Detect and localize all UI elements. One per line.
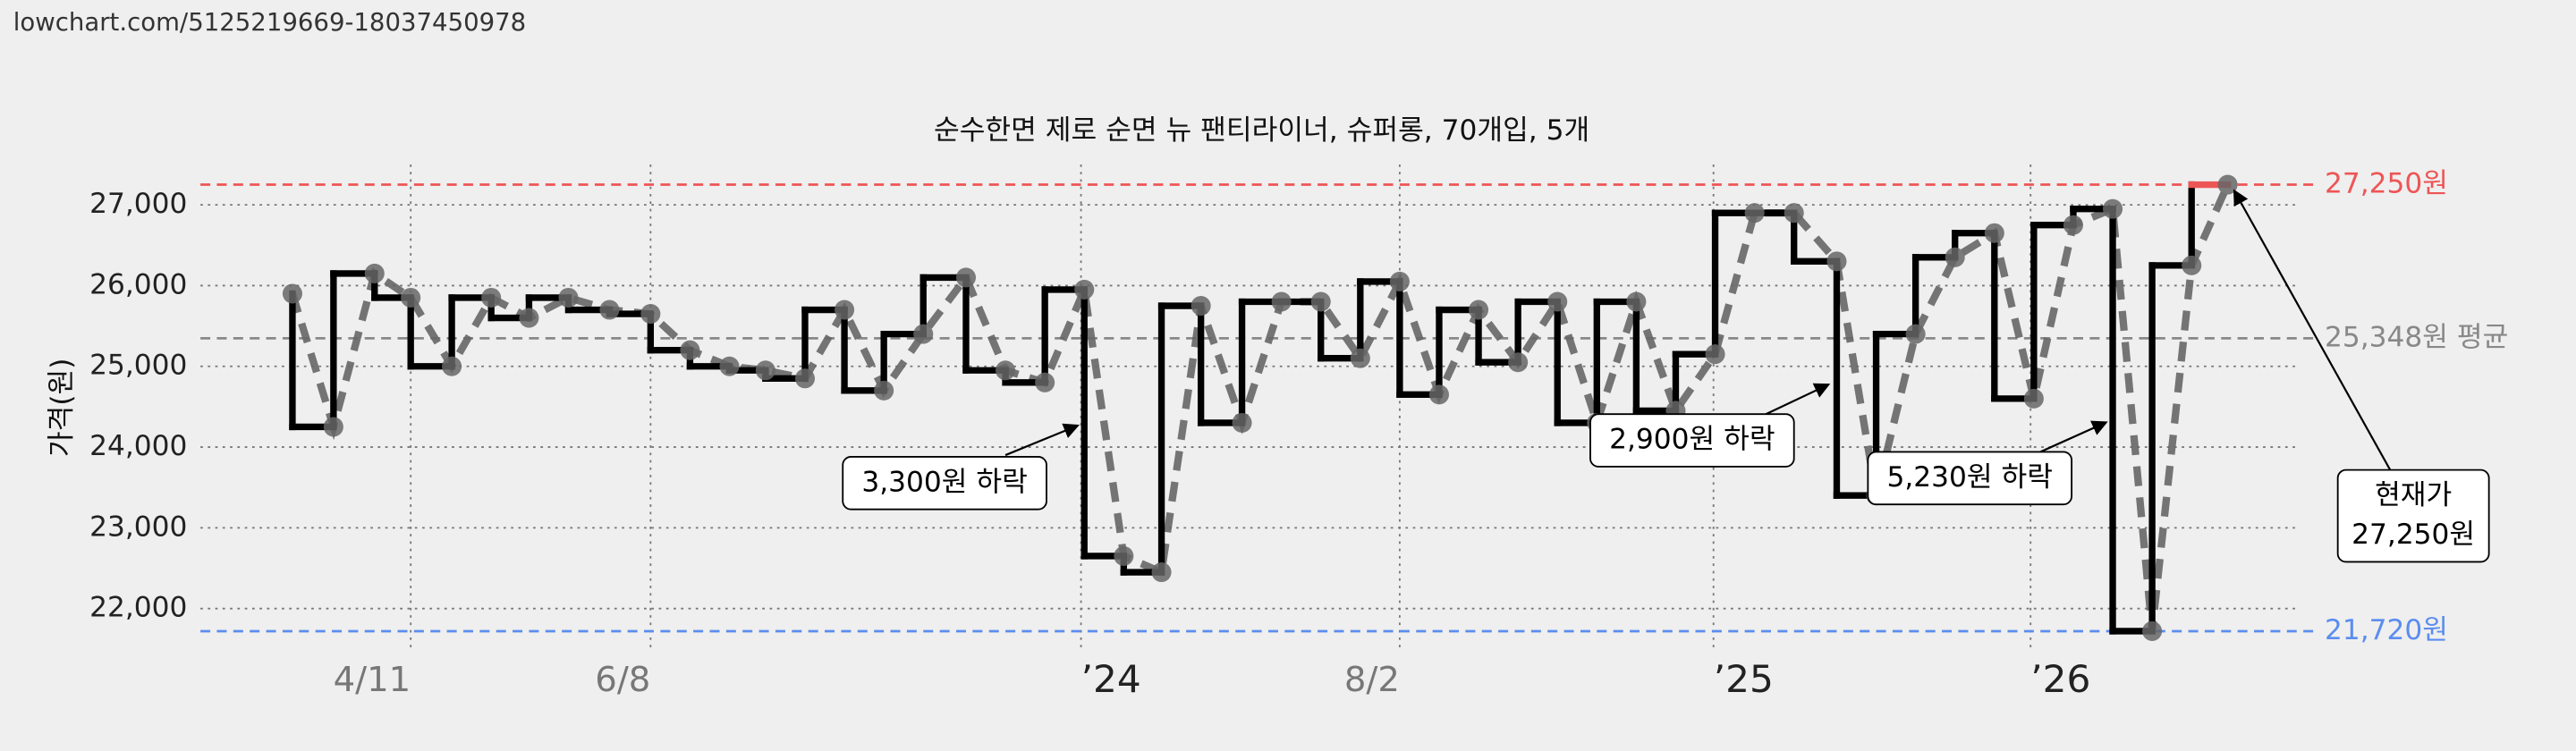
annotation-arrow	[2039, 420, 2108, 453]
point	[1151, 562, 1172, 583]
annotation-text: 현재가	[2375, 479, 2452, 511]
point	[755, 360, 775, 381]
point	[835, 300, 855, 320]
point	[1310, 291, 1331, 312]
point	[1905, 324, 1926, 344]
point	[364, 263, 385, 283]
y-tick-label: 27,000	[89, 188, 187, 220]
point	[323, 417, 343, 437]
point	[2023, 388, 2044, 409]
point	[401, 287, 421, 308]
annotation-box	[1589, 413, 1795, 468]
annotation-text: 3,300원 하락	[861, 466, 1027, 498]
point	[1945, 247, 1965, 267]
annotation-box	[1867, 451, 2073, 506]
point	[2063, 215, 2083, 235]
x-tick-label: 8/2	[1344, 660, 1400, 700]
point	[794, 368, 816, 389]
annotation-text: 27,250원	[2351, 519, 2475, 551]
y-tick-label: 23,000	[89, 511, 187, 543]
x-tick-label: ’24	[1081, 657, 1141, 701]
point	[1389, 271, 1410, 291]
x-tick-label: ’26	[2030, 657, 2090, 701]
point	[1232, 412, 1252, 433]
point	[481, 287, 502, 308]
annotation-arrow	[1004, 423, 1080, 457]
point	[1035, 372, 1055, 392]
reference-label: 27,250원	[2325, 168, 2448, 200]
point	[519, 308, 539, 328]
url: lowchart.com/5125219669-18037450978	[13, 8, 527, 37]
y-axis-label: 가격(원)	[46, 359, 78, 458]
point	[719, 356, 740, 376]
point	[1114, 545, 1134, 566]
point	[1191, 295, 1211, 316]
point	[1271, 291, 1292, 312]
point	[558, 287, 579, 308]
chart-title: 순수한면 제로 순면 뉴 팬티라이너, 슈퍼롱, 70개입, 5개	[934, 114, 1589, 147]
point	[1508, 352, 1529, 373]
x-tick-label: 6/8	[595, 660, 650, 700]
point	[913, 324, 934, 344]
annotation-box	[2336, 468, 2490, 563]
reference-label: 25,348원 평균	[2325, 321, 2508, 353]
annotation-arrow	[2233, 189, 2394, 474]
trend-line	[288, 182, 2232, 632]
annotation-text: 2,900원 하락	[1609, 424, 1775, 456]
point	[2103, 198, 2123, 219]
point	[599, 300, 620, 320]
point	[1626, 291, 1647, 312]
point	[874, 380, 894, 401]
y-tick-label: 26,000	[89, 268, 187, 300]
y-tick-label: 24,000	[89, 430, 187, 462]
point	[1547, 291, 1568, 312]
annotation-text: 5,230원 하락	[1887, 461, 2053, 494]
reference-label: 21,720원	[2325, 614, 2448, 646]
y-tick-label: 22,000	[89, 592, 187, 624]
point	[1428, 384, 1449, 405]
point	[442, 356, 462, 376]
point	[1744, 203, 1765, 224]
y-tick-label: 25,000	[89, 350, 187, 382]
point	[1784, 203, 1804, 224]
point	[640, 304, 661, 325]
point	[955, 267, 977, 288]
point	[282, 283, 302, 304]
point	[1074, 279, 1095, 300]
point	[1826, 251, 1847, 272]
point	[2182, 255, 2202, 275]
point	[680, 340, 700, 360]
annotation-arrow	[1766, 383, 1831, 416]
annotation-box	[842, 455, 1047, 511]
point	[1350, 348, 1370, 368]
x-tick-label: 4/11	[334, 660, 411, 700]
point	[2217, 174, 2238, 195]
point	[2142, 620, 2163, 641]
point	[1984, 223, 2004, 243]
point	[1469, 300, 1489, 320]
point	[996, 360, 1016, 381]
x-tick-label: ’25	[1714, 657, 1774, 701]
point	[1705, 344, 1725, 365]
